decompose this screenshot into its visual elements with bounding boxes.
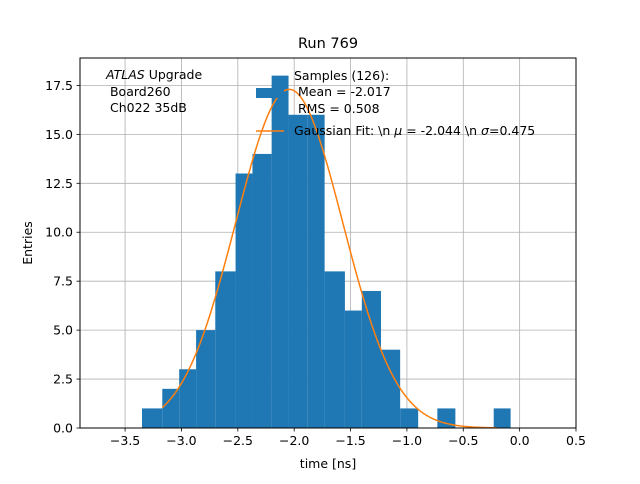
y-tick-label: 15.0 — [45, 127, 73, 142]
y-axis-label: Entries — [20, 221, 35, 265]
x-tick-label: 0.0 — [510, 433, 530, 448]
x-tick-label: −0.5 — [448, 433, 478, 448]
histogram-bar — [361, 290, 381, 428]
legend-fit-sigma-symbol: σ — [481, 123, 490, 138]
histogram-bar — [400, 408, 419, 428]
histogram-bar — [271, 75, 289, 428]
x-tick-label: −3.0 — [166, 433, 196, 448]
x-tick-label: −1.0 — [392, 433, 422, 448]
x-tick-label: 0.5 — [566, 433, 586, 448]
legend: Samples (126): Mean = -2.017 RMS = 0.508… — [256, 68, 535, 138]
histogram-bar — [196, 330, 216, 428]
atlas-annotation: ATLAS Upgrade Board260 Ch022 35dB — [105, 67, 202, 115]
legend-hist-label-line3: RMS = 0.508 — [294, 101, 380, 116]
atlas-annotation-line1: ATLAS Upgrade — [105, 67, 202, 82]
atlas-annotation-board: Board260 — [106, 84, 171, 99]
histogram-bar — [380, 349, 401, 428]
histogram-bar — [288, 114, 308, 428]
atlas-annotation-channel: Ch022 35dB — [106, 100, 187, 115]
legend-fit-sigma-value: =0.475 — [489, 123, 535, 138]
histogram-bar — [324, 271, 345, 428]
histogram-bar — [215, 271, 236, 428]
plot-frame — [79, 57, 577, 429]
histogram-bar — [493, 408, 511, 428]
y-axis-ticks: 0.0 2.5 5.0 7.5 10.0 12.5 15.0 17.5 — [45, 78, 80, 436]
gaussian-fit-line — [161, 88, 498, 429]
histogram-bar — [344, 310, 362, 428]
x-tick-label: −1.5 — [335, 433, 365, 448]
upgrade-label: Upgrade — [145, 67, 203, 82]
histogram-bar — [252, 153, 272, 429]
histogram-bar — [437, 408, 456, 428]
y-tick-label: 17.5 — [45, 78, 73, 93]
histogram-bar — [179, 369, 197, 428]
histogram-bar — [162, 388, 180, 428]
x-tick-label: −2.5 — [223, 433, 253, 448]
x-axis-label: time [ns] — [300, 456, 356, 471]
legend-hist-swatch — [256, 88, 284, 98]
histogram-bar — [307, 114, 325, 428]
legend-hist-label-line2: Mean = -2.017 — [294, 84, 391, 99]
x-tick-label: −2.0 — [279, 433, 309, 448]
legend-fit-mu-symbol: μ — [393, 123, 402, 138]
legend-fit-label: Gaussian Fit: \n μ = -2.044 \n σ=0.475 — [294, 123, 535, 138]
x-axis-ticks: −3.5 −3.0 −2.5 −2.0 −1.5 −1.0 −0.5 0.0 0.5 — [110, 428, 586, 448]
legend-fit-mu-value: = -2.044 \n — [402, 123, 481, 138]
y-tick-label: 12.5 — [45, 176, 73, 191]
gaussian-fit — [161, 88, 498, 429]
legend-fit-prefix: Gaussian Fit: \n — [294, 123, 394, 138]
y-tick-label: 2.5 — [53, 372, 73, 387]
y-tick-label: 0.0 — [53, 421, 73, 436]
histogram-bars — [142, 75, 511, 429]
legend-hist-label-line1: Samples (126): — [294, 68, 389, 83]
histogram-bar — [235, 173, 253, 428]
atlas-label: ATLAS — [105, 67, 145, 82]
y-tick-label: 5.0 — [53, 323, 73, 338]
y-tick-label: 7.5 — [53, 274, 73, 289]
y-tick-label: 10.0 — [45, 225, 73, 240]
chart-title: Run 769 — [298, 36, 358, 52]
histogram-bar — [142, 408, 163, 428]
x-tick-label: −3.5 — [110, 433, 140, 448]
